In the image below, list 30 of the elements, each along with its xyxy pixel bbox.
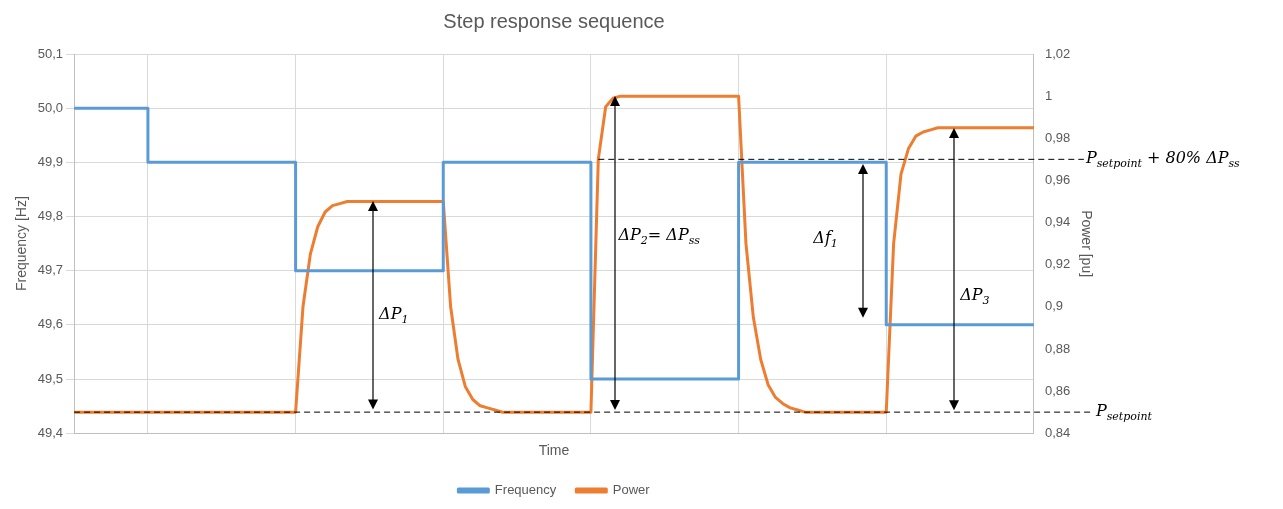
y2-tick-label: 0,9: [1044, 298, 1063, 314]
y-tick-label: 49,4: [37, 424, 64, 440]
y-tick-label: 50,0: [37, 99, 64, 115]
annotation: ΔP$_{2}$= ΔP$_{ss}$: [618, 225, 700, 248]
chart-title: Step response sequence: [443, 9, 665, 32]
legend-label: Frequency: [494, 482, 557, 498]
y2-tick-label: 0,86: [1044, 382, 1071, 398]
y2-tick-label: 1,02: [1044, 45, 1071, 61]
y-tick-label: 50,1: [37, 45, 64, 61]
y2-axis-title: Power [pu]: [1078, 210, 1095, 278]
y-axis-title: Frequency [Hz]: [13, 196, 30, 292]
annotation: ΔP$_{3}$: [960, 285, 990, 308]
x-axis-title: Time: [538, 442, 570, 459]
y-tick-label: 49,7: [37, 262, 64, 278]
y-tick-label: 49,6: [37, 316, 64, 332]
annotation: Δf$_{1}$: [813, 228, 838, 251]
y-tick-label: 49,8: [37, 208, 64, 224]
y2-tick-label: 0,92: [1044, 256, 1071, 272]
annotation: ΔP$_{1}$: [379, 304, 409, 327]
y2-tick-label: 0,88: [1044, 340, 1071, 356]
legend-label: Power: [612, 482, 651, 498]
y2-tick-label: 0,98: [1044, 129, 1071, 145]
y2-tick-label: 0,84: [1044, 424, 1071, 440]
ref-line-label: P$_{setpoint}$: [1095, 401, 1152, 424]
y-tick-label: 49,9: [37, 153, 64, 169]
y2-tick-label: 0,96: [1044, 171, 1071, 187]
ref-line-label: P$_{setpoint}$ + 80% ΔP$_{ss}$: [1085, 148, 1240, 171]
y2-tick-label: 1: [1044, 87, 1053, 103]
y-tick-label: 49,5: [37, 370, 64, 386]
y2-tick-label: 0,94: [1044, 214, 1071, 230]
